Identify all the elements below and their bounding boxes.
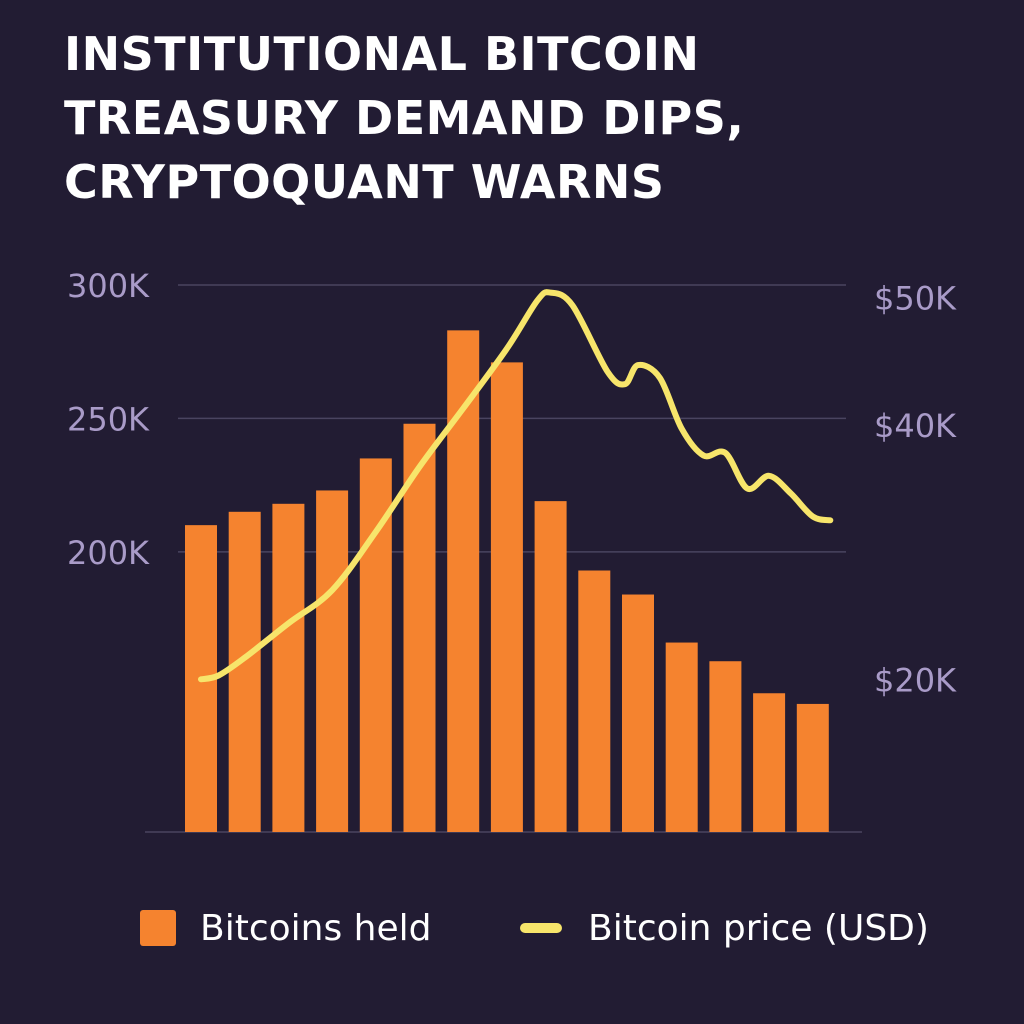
bar-4	[316, 490, 349, 832]
bar-3	[272, 503, 305, 832]
bar-15	[796, 703, 829, 832]
bar-10	[578, 570, 611, 832]
bitcoin-price-line	[198, 289, 834, 683]
bar-2	[228, 511, 261, 832]
bar-11	[622, 594, 654, 832]
legend: Bitcoins held Bitcoin price (USD)	[140, 898, 960, 958]
bar-8	[490, 362, 523, 832]
legend-swatch-line	[520, 923, 562, 933]
bar-7	[447, 330, 480, 832]
legend-label-bars: Bitcoins held	[200, 907, 432, 949]
y-left-tick-label: 300K	[67, 267, 150, 305]
legend-swatch-bars	[140, 910, 176, 946]
y-right-tick-label: $50K	[874, 280, 957, 318]
chart-title: INSTITUTIONAL BITCOIN TREASURY DEMAND DI…	[64, 22, 984, 214]
bar-6	[403, 423, 436, 832]
bar-13	[709, 661, 742, 832]
bar-14	[753, 693, 786, 832]
y-left-tick-label: 250K	[67, 400, 150, 438]
legend-item-bitcoins-held: Bitcoins held	[140, 898, 431, 958]
title-line-3: CRYPTOQUANT WARNS	[64, 155, 665, 209]
y-right-tick-label: $20K	[874, 661, 957, 699]
title-line-2: TREASURY DEMAND DIPS,	[64, 91, 745, 145]
title-line-1: INSTITUTIONAL BITCOIN	[64, 27, 700, 81]
legend-label-line: Bitcoin price (USD)	[588, 907, 929, 949]
legend-item-bitcoin-price: Bitcoin price (USD)	[520, 898, 929, 958]
y-left-tick-label: 200K	[67, 534, 150, 572]
bar-12	[665, 642, 698, 832]
y-right-tick-label: $40K	[874, 407, 957, 445]
bar-9	[534, 501, 567, 832]
